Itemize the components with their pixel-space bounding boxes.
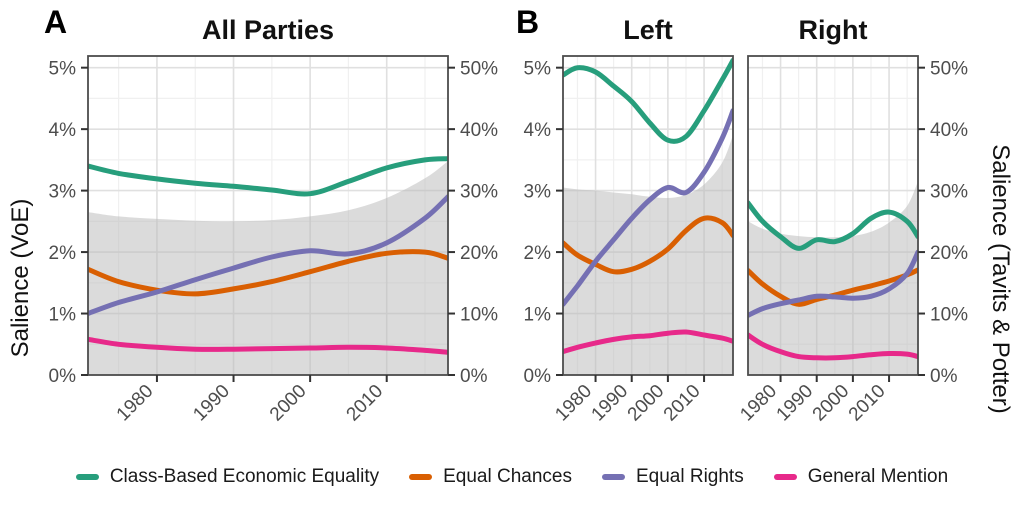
y-axis-left-tick-label: 1% [524, 305, 552, 326]
y-axis-right-tick-label: 50% [460, 59, 498, 80]
y-axis-right-tick-label: 40% [460, 120, 498, 141]
legend-item-2: Equal Rights [601, 466, 744, 488]
x-axis-tick-label: 2010 [343, 381, 388, 426]
legend-line-swatch [409, 474, 433, 480]
legend-line-swatch [601, 474, 625, 480]
series-line-3 [748, 332, 918, 361]
x-axis-tick-label: 1990 [588, 381, 633, 426]
panel-letter-b: B [516, 4, 540, 40]
y-axis-right-tick-label: 30% [460, 182, 498, 203]
x-axis-tick-label: 2000 [809, 381, 854, 426]
series-line-2 [748, 249, 918, 318]
legend-label: Equal Rights [635, 466, 744, 487]
series-line-0 [748, 200, 918, 251]
y-axis-left-tick-label: 4% [524, 120, 552, 141]
series-line-3 [88, 336, 448, 355]
panel-letter-a: A [44, 4, 68, 40]
y-axis-left-tick-label: 5% [524, 59, 552, 80]
y-axis-left-tick-label: 0% [524, 366, 552, 387]
y-axis-left-tick-label: 5% [49, 59, 77, 80]
y-axis-left-tick-label: 2% [524, 243, 552, 264]
tavits-potter-salience-band [748, 181, 918, 375]
panel-title-left: Left [623, 15, 673, 45]
y-axis-left-tick-label: 2% [49, 243, 77, 264]
series-line-1 [88, 249, 448, 297]
legend: Class-Based Economic Equality Equal Chanc… [0, 461, 1024, 493]
legend-line-swatch [773, 474, 797, 480]
legend-item-3: General Mention [773, 466, 949, 488]
y-axis-right-tick-label: 40% [930, 120, 968, 141]
legend-line-swatch [75, 474, 99, 480]
x-axis-tick-label: 1980 [736, 381, 781, 426]
y-axis-right-tick-label: 10% [460, 305, 498, 326]
x-axis-tick-label: 1990 [773, 381, 818, 426]
y-axis-right-tick-label: 20% [460, 243, 498, 264]
legend-label: Equal Chances [443, 466, 572, 487]
series-line-3 [563, 329, 733, 355]
legend-label: Class-Based Economic Equality [109, 466, 380, 487]
y-axis-left-tick-label: 1% [49, 305, 77, 326]
series-line-0 [563, 57, 733, 144]
x-axis-tick-label: 1990 [189, 381, 234, 426]
x-axis-tick-label: 1980 [551, 381, 596, 426]
tavits-potter-salience-band [88, 161, 448, 375]
x-axis-tick-label: 1980 [113, 381, 158, 426]
y-axis-right-tick-label: 20% [930, 243, 968, 264]
panel-title-right: Right [798, 15, 868, 45]
y-axis-left-tick-label: 0% [49, 366, 77, 387]
y-axis-right-tick-label: 0% [930, 366, 958, 387]
series-line-2 [563, 108, 733, 307]
series-line-1 [563, 215, 733, 275]
y-axis-left-tick-label: 3% [49, 182, 77, 203]
y-axis-right-tick-label: 50% [930, 59, 968, 80]
y-axis-left-tick-label: 4% [49, 120, 77, 141]
panel-0-plot [87, 55, 449, 376]
x-axis-tick-label: 2000 [624, 381, 669, 426]
y-axis-right-tick-label: 30% [930, 182, 968, 203]
series-line-2 [88, 194, 448, 316]
tavits-potter-salience-band [563, 135, 733, 375]
panel-title-all-parties: All Parties [201, 15, 335, 45]
series-line-0 [88, 156, 448, 197]
x-axis-tick-label: 2010 [845, 381, 890, 426]
x-axis-tick-label: 2000 [266, 381, 311, 426]
panel-2-plot [747, 55, 919, 376]
x-axis-tick-label: 2010 [660, 381, 705, 426]
panel-1-plot [562, 55, 734, 376]
legend-label: General Mention [807, 466, 949, 487]
y-axis-right-tick-label: 10% [930, 305, 968, 326]
legend-item-1: Equal Chances [409, 466, 572, 488]
y-axis-right-tick-label: 0% [460, 366, 488, 387]
legend-item-0: Class-Based Economic Equality [75, 466, 380, 488]
y-axis-left-tick-label: 3% [524, 182, 552, 203]
